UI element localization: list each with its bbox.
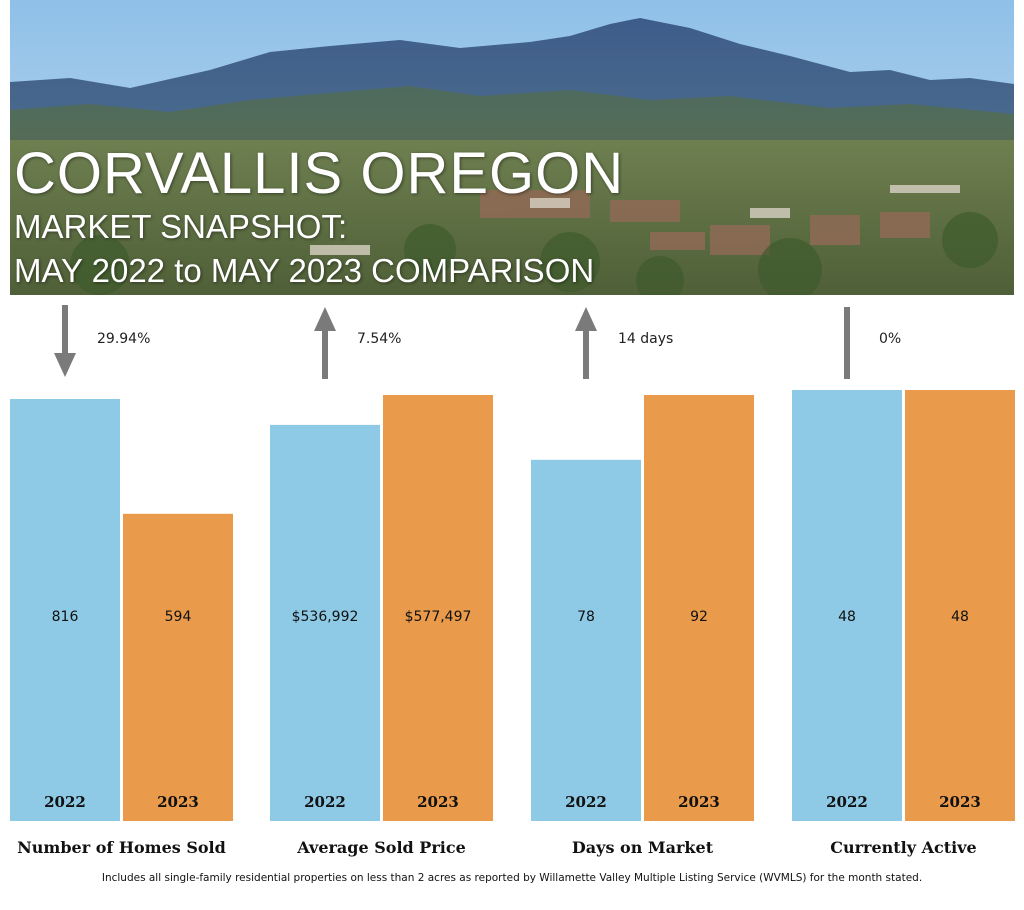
bar-value-label: $577,497 xyxy=(405,609,472,625)
bar-1-0 xyxy=(270,424,380,821)
bar-year-label: 2022 xyxy=(304,793,346,811)
bar-value-label: 48 xyxy=(951,609,969,625)
change-label: 14 days xyxy=(618,331,673,347)
page-subtitle-line1: MARKET SNAPSHOT: xyxy=(14,208,348,245)
bar-1-1 xyxy=(383,395,493,821)
down-arrow-head-icon xyxy=(54,353,76,377)
bar-2-0 xyxy=(531,459,641,821)
bar-value-label: 78 xyxy=(577,609,595,625)
metric-label: Number of Homes Sold xyxy=(17,838,226,857)
change-label: 0% xyxy=(879,331,901,347)
bar-2-1 xyxy=(644,395,754,821)
bar-0-1 xyxy=(123,513,233,821)
page-title: CORVALLIS OREGON xyxy=(14,141,625,206)
bar-year-label: 2023 xyxy=(678,793,720,811)
flat-bar-icon xyxy=(844,307,850,379)
change-label: 7.54% xyxy=(357,331,401,347)
bar-3-1 xyxy=(905,390,1015,821)
bar-value-label: 816 xyxy=(52,609,79,625)
bar-3-0 xyxy=(792,390,902,821)
metric-label: Average Sold Price xyxy=(296,838,466,857)
metric-label: Days on Market xyxy=(572,838,714,857)
bar-year-label: 2023 xyxy=(939,793,981,811)
up-arrow-head-icon xyxy=(314,307,336,331)
down-arrow-icon xyxy=(62,305,68,355)
bar-year-label: 2022 xyxy=(44,793,86,811)
bar-year-label: 2022 xyxy=(565,793,607,811)
bar-value-label: 594 xyxy=(165,609,192,625)
up-arrow-head-icon xyxy=(575,307,597,331)
up-arrow-icon xyxy=(322,329,328,379)
up-arrow-icon xyxy=(583,329,589,379)
bar-value-label: 48 xyxy=(838,609,856,625)
mountain-landscape-image xyxy=(10,0,1014,295)
bar-value-label: $536,992 xyxy=(292,609,359,625)
comparison-bar-chart: 816 2022 594 2023 29.94% Number of Homes Sold… xyxy=(10,305,1015,857)
bar-year-label: 2023 xyxy=(417,793,459,811)
bar-0-0 xyxy=(10,399,120,821)
footnote: Includes all single-family residential p… xyxy=(101,872,923,884)
bar-year-label: 2023 xyxy=(157,793,199,811)
bar-year-label: 2022 xyxy=(826,793,868,811)
bar-value-label: 92 xyxy=(690,609,708,625)
page-subtitle-line2: MAY 2022 to MAY 2023 COMPARISON xyxy=(14,252,595,289)
metric-label: Currently Active xyxy=(830,838,976,857)
header-photo: CORVALLIS OREGON MARKET SNAPSHOT: MAY 20… xyxy=(10,0,1014,295)
change-label: 29.94% xyxy=(97,331,150,347)
